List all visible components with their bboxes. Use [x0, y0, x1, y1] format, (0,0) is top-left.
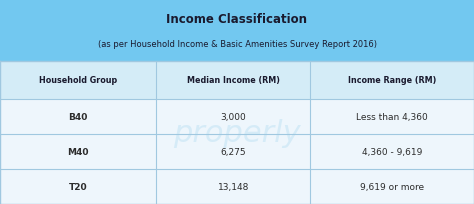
Text: 3,000: 3,000: [220, 113, 246, 122]
Text: 6,275: 6,275: [220, 147, 246, 156]
Text: M40: M40: [67, 147, 89, 156]
Text: Household Group: Household Group: [39, 76, 118, 85]
FancyBboxPatch shape: [0, 0, 474, 61]
Text: 9,619 or more: 9,619 or more: [360, 182, 424, 191]
Text: Income Range (RM): Income Range (RM): [348, 76, 437, 85]
Text: Income Classification: Income Classification: [166, 13, 308, 26]
Text: Less than 4,360: Less than 4,360: [356, 113, 428, 122]
Text: 4,360 - 9,619: 4,360 - 9,619: [362, 147, 422, 156]
FancyBboxPatch shape: [0, 61, 156, 100]
FancyBboxPatch shape: [310, 61, 474, 100]
FancyBboxPatch shape: [156, 61, 310, 100]
Text: Median Income (RM): Median Income (RM): [187, 76, 280, 85]
Text: B40: B40: [69, 113, 88, 122]
Text: 13,148: 13,148: [218, 182, 249, 191]
FancyBboxPatch shape: [0, 61, 474, 204]
Text: properly: properly: [173, 118, 301, 147]
Text: T20: T20: [69, 182, 88, 191]
Text: (as per Household Income & Basic Amenities Survey Report 2016): (as per Household Income & Basic Ameniti…: [98, 40, 376, 49]
